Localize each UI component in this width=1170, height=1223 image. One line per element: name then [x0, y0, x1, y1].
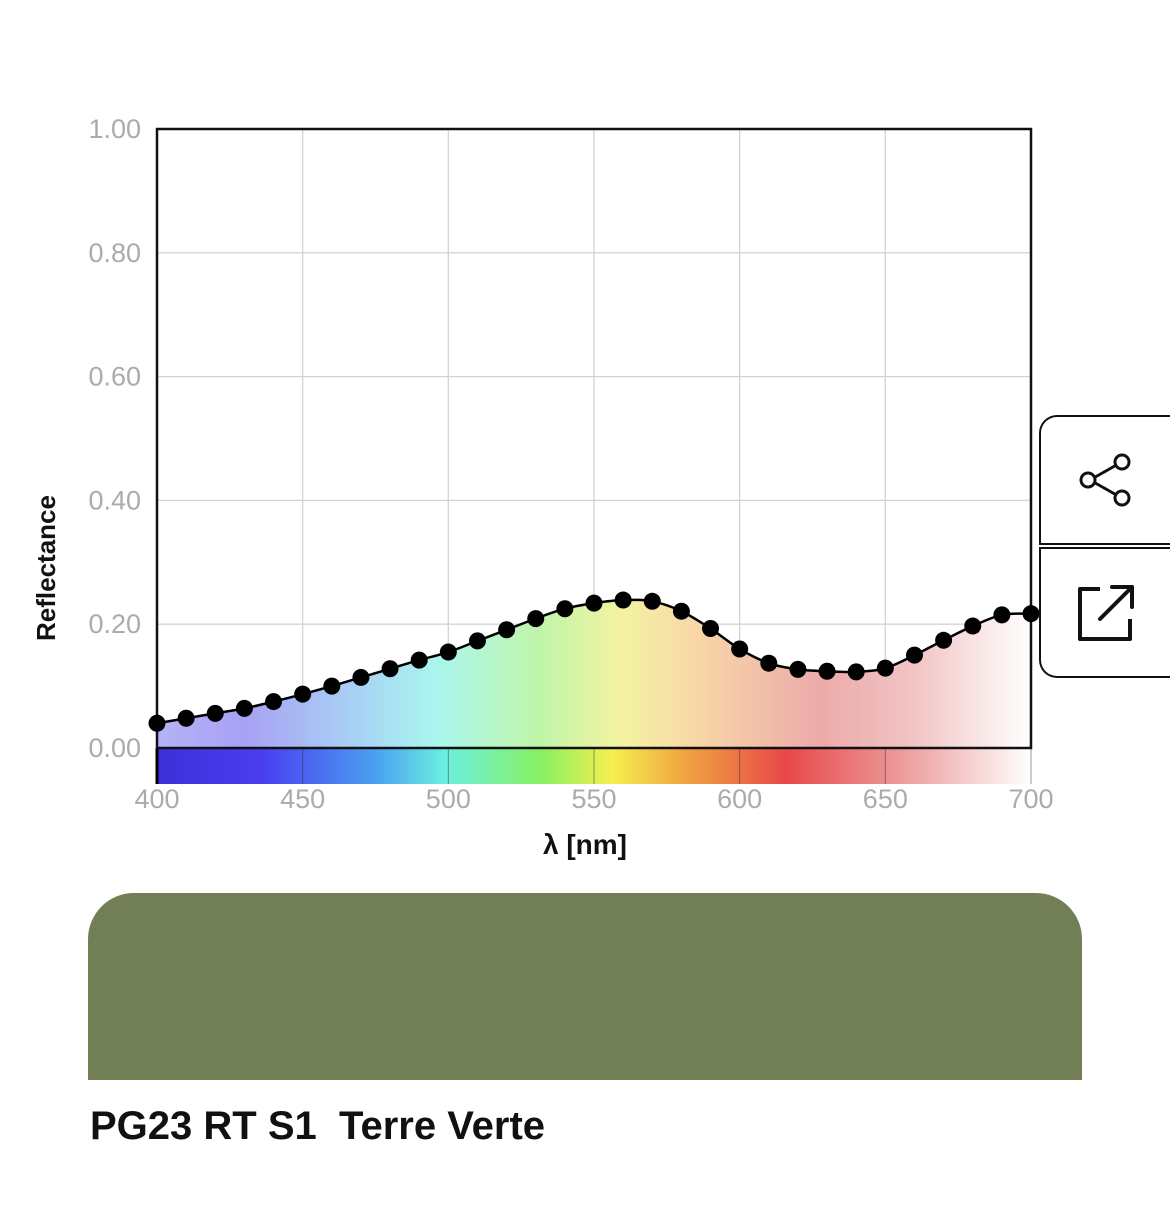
plot-frame: [155, 127, 1033, 750]
x-tick-label: 550: [571, 784, 616, 814]
data-point: [731, 640, 749, 658]
spectrum-bar-ticks: [155, 748, 1032, 784]
data-point: [876, 659, 894, 677]
x-axis-label: λ [nm]: [543, 829, 627, 860]
data-points: [148, 591, 1040, 732]
y-tick-label: 0.80: [88, 238, 141, 268]
open-external-button[interactable]: [1039, 547, 1170, 678]
data-point: [905, 646, 923, 664]
y-tick-labels: 0.00 0.20 0.40 0.60 0.80 1.00: [88, 114, 141, 763]
x-tick-label: 700: [1008, 784, 1053, 814]
data-point: [265, 693, 283, 711]
x-tick-labels: 400 450 500 550 600 650 700: [134, 784, 1053, 814]
data-point: [498, 621, 516, 639]
data-point: [439, 643, 457, 661]
data-point: [643, 592, 661, 610]
data-point: [410, 651, 428, 669]
data-point: [206, 704, 224, 722]
data-point: [235, 699, 253, 717]
share-icon: [1079, 453, 1130, 507]
data-point: [964, 617, 982, 635]
x-tick-label: 600: [717, 784, 762, 814]
x-tick-label: 500: [426, 784, 471, 814]
data-point: [381, 660, 399, 678]
data-point: [818, 662, 836, 680]
y-tick-label: 0.20: [88, 609, 141, 639]
data-point: [993, 606, 1011, 624]
data-point: [935, 631, 953, 649]
data-point: [556, 600, 574, 618]
color-name-label: PG23 RT S1 Terre Verte: [90, 1104, 546, 1148]
y-tick-label: 1.00: [88, 114, 141, 144]
data-point: [614, 591, 632, 609]
data-point: [1022, 605, 1040, 623]
data-point: [352, 668, 370, 686]
data-point: [323, 677, 341, 695]
x-tick-label: 650: [863, 784, 908, 814]
data-point: [468, 632, 486, 650]
reflectance-chart: 0.00 0.20 0.40 0.60 0.80 1.00 400 450 500 550 600…: [31, 114, 1054, 860]
data-point: [760, 654, 778, 672]
y-tick-label: 0.40: [88, 485, 141, 515]
x-tick-label: 400: [134, 784, 179, 814]
reflectance-area-fill: [157, 599, 1031, 748]
data-point: [294, 685, 312, 703]
data-point: [702, 620, 720, 638]
y-tick-label: 0.60: [88, 362, 141, 392]
data-point: [672, 602, 690, 620]
y-axis-label: Reflectance: [31, 495, 61, 641]
data-point: [847, 663, 865, 681]
color-swatch: [88, 893, 1082, 1080]
data-point: [585, 594, 603, 612]
data-point: [527, 610, 545, 628]
x-tick-label: 450: [280, 784, 325, 814]
y-tick-label: 0.00: [88, 733, 141, 763]
data-point: [177, 709, 195, 727]
share-button[interactable]: [1039, 415, 1170, 545]
external-link-icon: [1077, 584, 1134, 641]
data-point: [789, 660, 807, 678]
data-point: [148, 714, 166, 732]
